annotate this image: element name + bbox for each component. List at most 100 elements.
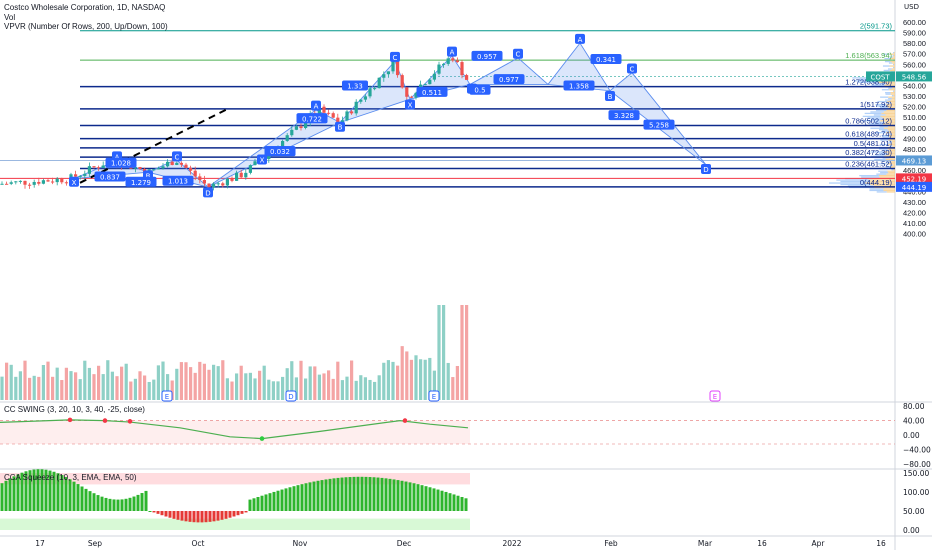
pattern-point-label: C: [175, 153, 180, 161]
squeeze-bar: [308, 482, 312, 511]
vpvr-row-up: [875, 154, 887, 156]
candle-body: [460, 62, 464, 76]
price-badge: [896, 173, 932, 184]
volume-bar: [244, 373, 248, 400]
pattern-point-label: D: [205, 189, 210, 197]
time-tick: 16: [876, 539, 886, 548]
pattern-point-label: D: [703, 166, 708, 174]
volume-bar: [170, 380, 174, 400]
vpvr-row-up: [880, 106, 889, 109]
candle-body: [18, 180, 22, 182]
price-tick: 580.00: [903, 39, 926, 48]
candle-body: [221, 183, 225, 186]
vpvr-row-up: [880, 96, 889, 98]
vpvr-row-up: [893, 90, 895, 92]
squeeze-bar: [396, 480, 400, 511]
squeeze-bar: [460, 497, 464, 511]
squeeze-bar: [296, 485, 300, 511]
candle-body: [465, 75, 469, 80]
candle-body: [317, 106, 321, 115]
squeeze-bar: [168, 511, 172, 518]
ratio-badge: [590, 54, 622, 65]
volume-bar: [340, 380, 344, 400]
candle-body: [359, 99, 363, 102]
vpvr-row-up: [869, 123, 884, 125]
squeeze-bar: [360, 476, 364, 511]
squeeze-bar: [300, 484, 304, 511]
fib-label: 0.618(489.74): [845, 130, 892, 139]
volume-bar: [460, 305, 464, 400]
vpvr-row-down: [886, 191, 895, 193]
squeeze-bar: [380, 477, 384, 511]
vpvr-row-down: [888, 143, 895, 146]
volume-bar: [419, 359, 423, 400]
vpvr-row-up: [875, 132, 887, 134]
vpvr-row-down: [894, 90, 895, 92]
price-tick: 400.00: [903, 230, 926, 239]
vpvr-row-down: [886, 105, 895, 107]
vpvr-row-down: [886, 103, 895, 106]
squeeze-bar: [28, 470, 32, 511]
swing-band: [0, 420, 470, 444]
volume-bar: [133, 378, 137, 400]
squeeze-bar: [140, 493, 144, 511]
volume-bar: [271, 381, 275, 400]
vpvr-row-up: [876, 191, 887, 193]
volume-bar: [253, 378, 257, 400]
squeeze-bar: [432, 488, 436, 511]
pattern-point-badge: [69, 176, 79, 187]
squeeze-bar: [452, 494, 456, 511]
time-tick: Oct: [192, 539, 205, 548]
squeeze-bar: [416, 484, 420, 511]
candle-body: [166, 161, 170, 167]
price-badge-text: 548.56: [902, 73, 927, 81]
candle-body: [294, 126, 298, 130]
pattern-point-badge: [405, 99, 415, 110]
squeeze-bar: [100, 496, 104, 511]
volume-bar: [198, 361, 202, 400]
volume-bar: [423, 359, 427, 400]
swing-line: [0, 419, 469, 440]
volume-bar: [354, 380, 358, 400]
vpvr-row-down: [891, 161, 895, 163]
time-tick: 2022: [502, 539, 521, 548]
ratio-badge: [643, 119, 675, 130]
squeeze-bar: [304, 483, 308, 511]
ratio-label: 0.977: [499, 76, 519, 84]
vpvr-row-up: [836, 179, 869, 181]
vpvr-row-down: [889, 149, 895, 152]
volume-bar: [69, 371, 73, 400]
vpvr-row-up: [877, 100, 888, 103]
ratio-badge: [471, 50, 503, 61]
vpvr-row-down: [889, 53, 895, 55]
event-marker-label: D: [288, 393, 293, 401]
price-tick: 510.00: [903, 113, 926, 122]
vpvr-row-up: [885, 166, 891, 168]
vpvr-row-up: [888, 62, 893, 64]
price-tick: 430.00: [903, 198, 926, 207]
squeeze-bar: [348, 477, 352, 511]
ratio-label: 1.33: [347, 82, 363, 90]
volume-bar: [207, 369, 211, 400]
volume-bar: [18, 371, 22, 400]
volume-bar: [110, 371, 114, 400]
squeeze-bar: [152, 511, 156, 513]
squeeze-bar: [124, 498, 128, 511]
candle-body: [409, 96, 413, 98]
squeeze-bar: [144, 490, 148, 511]
pattern-point-badge: [575, 33, 585, 44]
ratio-label: 0.511: [422, 89, 442, 97]
vpvr-row-up: [840, 180, 871, 183]
fib-label: 0(444.19): [860, 178, 893, 187]
volume-bar: [179, 362, 183, 400]
candle-body: [156, 168, 160, 170]
candle-body: [290, 129, 294, 136]
squeeze-bar: [220, 511, 224, 520]
time-tick: Nov: [293, 539, 308, 548]
candle-body: [202, 180, 206, 184]
candle-body: [423, 84, 427, 86]
vpvr-row-down: [893, 55, 895, 57]
time-tick: Dec: [397, 539, 412, 548]
squeeze-bar: [44, 469, 48, 511]
